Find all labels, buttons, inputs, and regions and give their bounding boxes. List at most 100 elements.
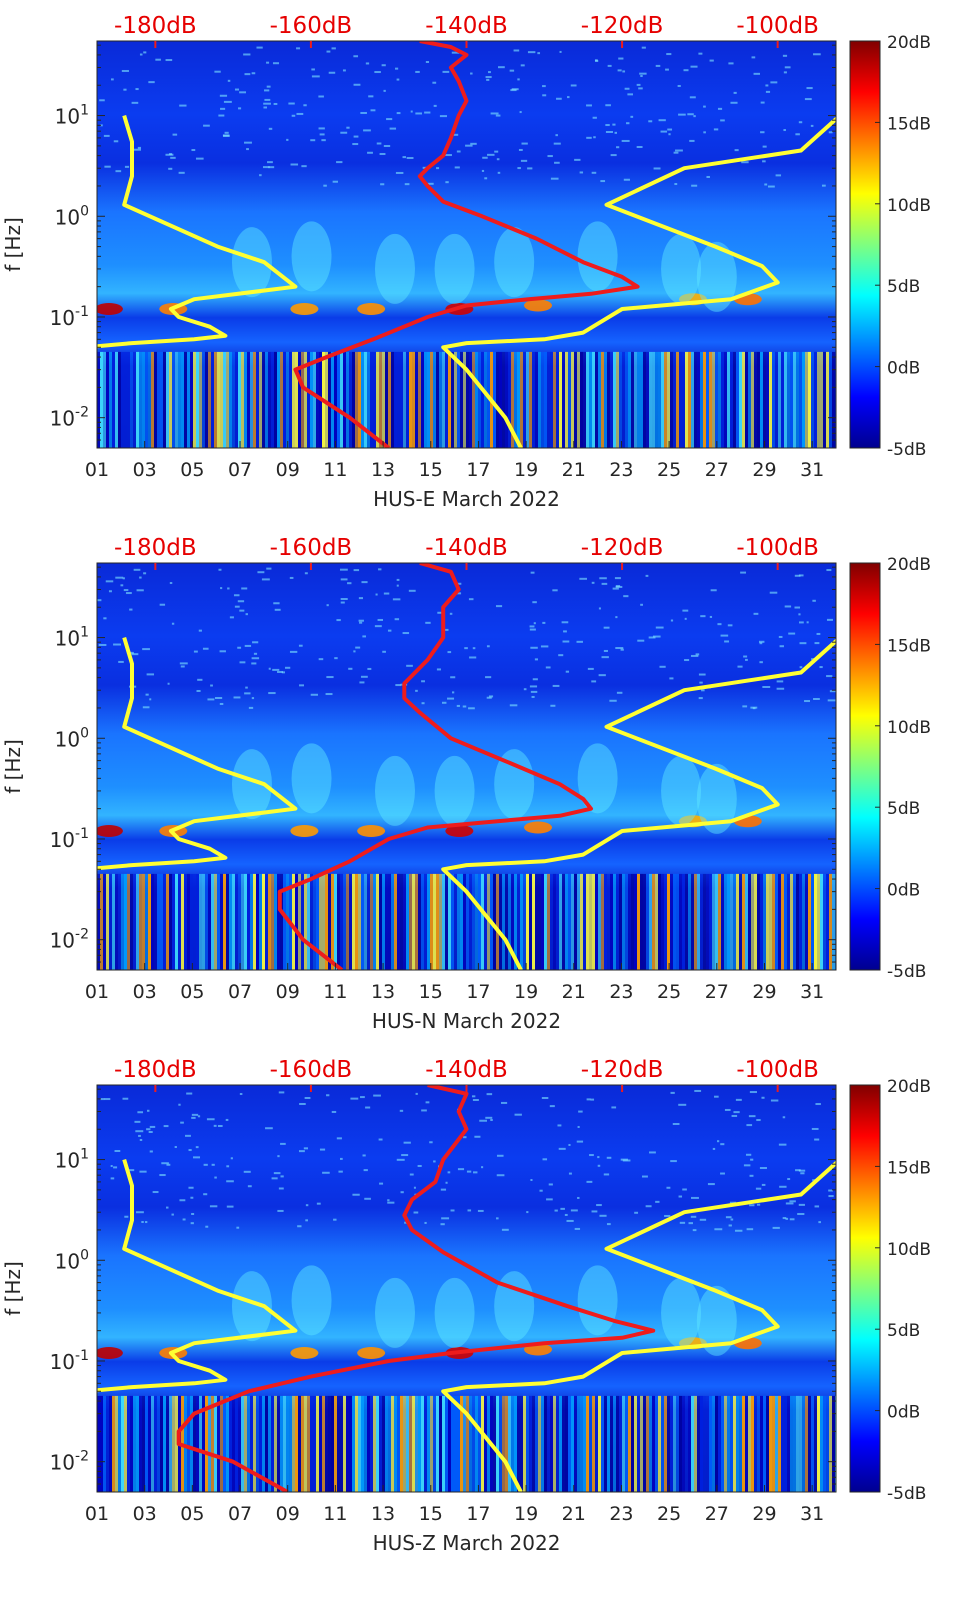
top-axis-tick-label: -120dB: [581, 535, 664, 561]
heatmap-stripe: [562, 351, 565, 448]
heatmap-stripe: [811, 873, 814, 970]
heatmap-noise: [104, 1098, 111, 1101]
heatmap-noise: [449, 612, 453, 615]
heatmap-stripe: [343, 1395, 346, 1492]
heatmap-noise: [698, 673, 706, 676]
heatmap-stripe: [478, 873, 481, 970]
heatmap-stripe: [631, 873, 634, 970]
heatmap-stripe: [769, 1395, 772, 1492]
heatmap-stripe: [175, 1395, 178, 1492]
x-tick-label: 01: [85, 981, 109, 1003]
heatmap-noise: [511, 88, 519, 91]
heatmap-stripe: [577, 1395, 580, 1492]
top-axis-tick-label: -140dB: [425, 1057, 508, 1083]
heatmap-noise: [745, 1153, 752, 1156]
y-axis-label: f [Hz]: [1, 1261, 25, 1316]
heatmap-stripe: [313, 1395, 316, 1492]
heatmap-stripe: [760, 1395, 763, 1492]
heatmap-noise: [382, 650, 386, 653]
heatmap-stripe: [658, 1395, 661, 1492]
heatmap-stripe: [493, 1395, 496, 1492]
heatmap-stripe: [151, 351, 154, 448]
heatmap-stripe: [271, 1395, 274, 1492]
heatmap-stripe: [307, 873, 310, 970]
heatmap-stripe: [367, 351, 370, 448]
heatmap-stripe: [367, 1395, 370, 1492]
heatmap-noise: [113, 643, 122, 646]
heatmap-noise: [568, 1172, 572, 1175]
heatmap-stripe: [145, 1395, 148, 1492]
heatmap-stripe: [109, 873, 112, 970]
heatmap-noise: [165, 59, 173, 62]
heatmap-stripe: [190, 1395, 193, 1492]
heatmap-stripe: [475, 1395, 478, 1492]
heatmap-noise: [421, 1109, 427, 1112]
heatmap-noise: [806, 621, 809, 624]
heatmap-stripe: [175, 873, 178, 970]
heatmap-noise: [278, 1187, 284, 1190]
x-tick-label: 03: [133, 981, 157, 1003]
heatmap-noise: [539, 1189, 543, 1192]
heatmap-noise: [421, 702, 425, 705]
y-tick-label: 10-2: [50, 405, 89, 431]
heatmap-noise: [333, 1218, 337, 1221]
heatmap-stripe: [286, 1395, 289, 1492]
heatmap-noise: [220, 587, 223, 590]
heatmap-noise: [362, 1154, 366, 1157]
heatmap-noise: [471, 1095, 476, 1098]
heatmap-stripe: [727, 351, 730, 448]
heatmap-noise: [669, 677, 674, 680]
heatmap-stripe: [475, 351, 478, 448]
heatmap-stripe: [613, 351, 616, 448]
heatmap-stripe: [127, 873, 130, 970]
x-axis-label: HUS-E March 2022: [373, 487, 560, 511]
heatmap-stripe: [250, 873, 253, 970]
heatmap-stripe: [121, 873, 124, 970]
heatmap-noise: [717, 107, 723, 110]
heatmap-stripe: [238, 351, 241, 448]
heatmap-stripe: [526, 1395, 529, 1492]
heatmap-noise: [396, 78, 400, 81]
heatmap-stripe: [196, 873, 199, 970]
x-tick-label: 11: [323, 981, 347, 1003]
heatmap-stripe: [658, 351, 661, 448]
heatmap-stripe: [214, 351, 217, 448]
heatmap-noise: [690, 654, 699, 657]
heatmap-noise: [244, 73, 251, 76]
heatmap-swell: [494, 227, 535, 298]
heatmap-noise: [775, 174, 782, 177]
heatmap-stripe: [319, 1395, 322, 1492]
heatmap-stripe: [526, 873, 529, 970]
heatmap-noise: [227, 587, 230, 590]
heatmap-stripe: [259, 873, 262, 970]
heatmap-noise: [268, 692, 276, 695]
heatmap-noise: [336, 161, 343, 164]
heatmap-stripe: [358, 1395, 361, 1492]
heatmap-noise: [138, 1134, 141, 1137]
heatmap-stripe: [289, 1395, 292, 1492]
heatmap-noise: [259, 174, 262, 177]
heatmap-noise: [466, 1170, 472, 1173]
heatmap-noise: [178, 1103, 181, 1106]
heatmap-noise: [690, 1215, 697, 1218]
x-tick-label: 01: [85, 459, 109, 481]
heatmap-stripe: [556, 873, 559, 970]
heatmap-noise: [180, 665, 185, 668]
heatmap-noise: [353, 650, 356, 653]
heatmap-stripe: [442, 873, 445, 970]
heatmap-stripe: [532, 873, 535, 970]
heatmap-stripe: [115, 351, 118, 448]
heatmap-noise: [318, 127, 325, 130]
heatmap-noise: [724, 640, 730, 643]
heatmap-stripe: [475, 873, 478, 970]
heatmap-noise: [377, 618, 384, 621]
heatmap-stripe: [745, 1395, 748, 1492]
heatmap-noise: [591, 1210, 598, 1213]
heatmap-stripe: [553, 873, 556, 970]
heatmap-noise: [373, 1094, 381, 1097]
heatmap-noise: [340, 598, 348, 601]
heatmap-stripe: [694, 351, 697, 448]
heatmap-noise: [789, 1200, 796, 1203]
heatmap-noise: [191, 1116, 196, 1119]
spectrogram-heatmap: [97, 563, 836, 970]
